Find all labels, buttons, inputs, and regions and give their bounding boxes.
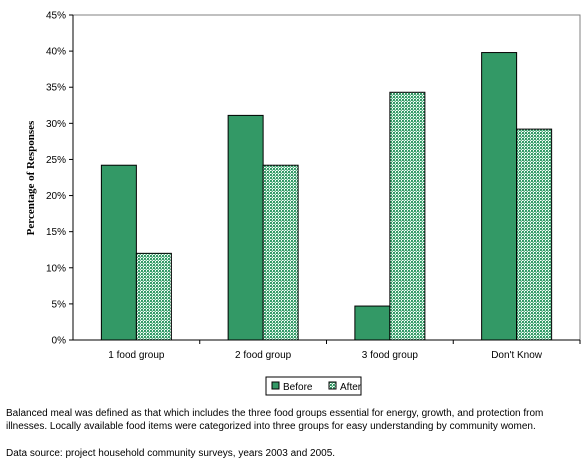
legend-swatch-before	[271, 381, 280, 390]
data-source: Data source: project household community…	[6, 448, 336, 459]
bar-chart: 0% 5% 10% 15% 20% 25% 30% 35% 40% 45% 1 food group…	[25, 11, 581, 396]
bar-after-4	[516, 128, 553, 341]
chart-note: Balanced meal was defined as that which …	[6, 408, 544, 432]
y-tick-label: 5%	[52, 299, 67, 310]
y-tick-label: 45%	[46, 11, 66, 22]
y-tick-label: 15%	[46, 227, 66, 238]
x-tick-label: 2 food group	[235, 350, 292, 361]
y-tick-label: 35%	[46, 83, 66, 94]
y-tick-label: 20%	[46, 191, 66, 202]
x-tick-label: 1 food group	[108, 350, 165, 361]
legend-label-after: After	[340, 382, 362, 393]
x-tick-label: 3 food group	[362, 350, 419, 361]
bar-before-2	[227, 114, 264, 341]
bar-after-1	[135, 252, 172, 341]
tick-labels: 0% 5% 10% 15% 20% 25% 30% 35% 40% 45% 1 food group…	[46, 11, 581, 361]
bar-before-1	[100, 164, 137, 341]
bar-before-4	[481, 52, 518, 341]
legend: Before After	[265, 376, 362, 396]
y-tick-label: 40%	[46, 47, 66, 58]
y-tick-label: 10%	[46, 263, 66, 274]
bar-before-3	[354, 305, 391, 341]
legend-label-before: Before	[283, 382, 313, 393]
bar-after-3	[389, 91, 426, 341]
bars	[100, 52, 553, 341]
y-tick-label: 30%	[46, 119, 66, 130]
y-tick-label: 25%	[46, 155, 66, 166]
legend-box	[265, 376, 362, 396]
y-axis-title: Percentage of Responses	[25, 120, 37, 235]
y-tick-label: 0%	[52, 336, 67, 347]
x-tick-label: Don't Know	[491, 350, 543, 361]
bar-after-2	[262, 164, 299, 341]
legend-swatch-after	[328, 381, 337, 390]
